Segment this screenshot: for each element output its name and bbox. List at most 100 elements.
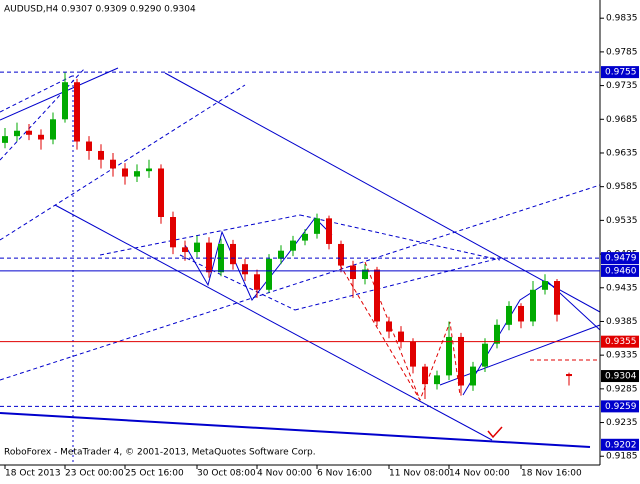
x-tick-label: 6 Nov 16:00: [317, 469, 372, 479]
y-tick-label: 0.9335: [606, 351, 638, 361]
candle-body: [110, 159, 116, 169]
candle-body: [422, 366, 428, 385]
wave: [184, 217, 333, 301]
candle-body: [182, 247, 188, 253]
y-tick-label: 0.9785: [606, 47, 638, 57]
level-label: 0.9202: [605, 440, 637, 450]
candle-body: [290, 240, 296, 251]
candle-body: [374, 269, 380, 322]
candle-body: [98, 150, 104, 160]
x-tick-label: 18 Oct 2013: [5, 469, 61, 479]
y-tick-label: 0.9835: [606, 14, 638, 24]
y-tick-label: 0.9735: [606, 81, 638, 91]
candle-body: [302, 233, 308, 241]
forecast: [339, 264, 461, 402]
candle-body: [434, 375, 440, 385]
y-tick-label: 0.9285: [606, 384, 638, 394]
candle-body: [74, 82, 80, 142]
candle-body: [230, 243, 236, 265]
trendline: [54, 204, 493, 441]
candle-body: [170, 217, 176, 248]
y-tick-label: 0.9185: [606, 452, 638, 462]
level-tag: [601, 438, 639, 451]
y-tick-label: 0.9535: [606, 216, 638, 226]
candle-body: [530, 289, 536, 322]
candle-body: [410, 341, 416, 367]
candle-body: [542, 281, 548, 290]
candle-body: [278, 250, 284, 259]
x-tick-label: 4 Nov 00:00: [257, 469, 312, 479]
x-tick-label: 11 Nov 08:00: [389, 469, 450, 479]
candle-body: [470, 366, 476, 386]
level-label: 0.9355: [605, 337, 637, 347]
candle-body: [2, 136, 8, 143]
candle-body: [338, 243, 344, 266]
candle-body: [458, 336, 464, 386]
level-tag: [601, 66, 639, 79]
level-tag: [601, 335, 639, 348]
trendline: [0, 412, 591, 448]
candle-body: [326, 218, 332, 244]
level-tag: [601, 252, 639, 265]
candle-body: [14, 130, 20, 137]
level-tag: [601, 370, 639, 383]
candle-body: [566, 374, 572, 377]
trendline: [0, 67, 119, 121]
candle-body: [362, 269, 368, 279]
candle-body: [50, 119, 56, 140]
x-tick-label: 14 Nov 00:00: [449, 469, 510, 479]
candle-body: [158, 168, 164, 217]
x-tick-label: 30 Oct 08:00: [197, 469, 256, 479]
y-tick-label: 0.9235: [606, 418, 638, 428]
candle-body: [26, 130, 32, 135]
trendline: [0, 184, 601, 381]
candle-body: [518, 305, 524, 322]
level-label: 0.9259: [605, 402, 637, 412]
candle-body: [494, 324, 500, 344]
candle-body: [398, 331, 404, 342]
level-label: 0.9304: [605, 372, 637, 382]
chart-title: AUDUSD,H4 0.9307 0.9309 0.9290 0.9304: [4, 5, 196, 15]
candle-body: [314, 218, 320, 234]
candle-body: [506, 305, 512, 325]
x-tick-label: 18 Nov 16:00: [521, 469, 582, 479]
trendline: [294, 257, 501, 311]
candle-body: [446, 336, 452, 376]
y-tick-label: 0.9635: [606, 148, 638, 158]
candle-body: [134, 171, 140, 177]
candle-body: [386, 321, 392, 332]
trendline: [439, 324, 601, 386]
y-tick-label: 0.9435: [606, 283, 638, 293]
x-tick-label: 23 Oct 00:00: [65, 469, 124, 479]
y-tick-label: 0.9385: [606, 317, 638, 327]
level-tag: [601, 400, 639, 413]
trendline: [99, 214, 301, 256]
candle-body: [254, 274, 260, 290]
y-tick-label: 0.9685: [606, 115, 638, 125]
level-label: 0.9755: [605, 68, 637, 78]
candle-body: [62, 82, 68, 120]
level-tag: [601, 264, 639, 277]
candle-body: [242, 264, 248, 275]
trendline: [299, 214, 501, 261]
candle-body: [482, 343, 488, 367]
trendlines: [0, 67, 601, 465]
candle-body: [206, 242, 212, 273]
candle-body: [350, 265, 356, 279]
level-label: 0.9479: [605, 254, 637, 264]
candle-body: [266, 258, 272, 290]
candle-body: [194, 242, 200, 253]
candle-body: [554, 281, 560, 315]
candle-body: [38, 134, 44, 140]
candle-body: [146, 168, 152, 172]
candle-body: [86, 141, 92, 151]
check-mark: [487, 426, 503, 439]
candle-body: [122, 168, 128, 177]
trendline: [0, 84, 246, 241]
level-label: 0.9460: [605, 266, 637, 276]
trendline: [179, 254, 296, 311]
footer: RoboForex - MetaTrader 4, © 2001-2013, M…: [4, 448, 316, 458]
